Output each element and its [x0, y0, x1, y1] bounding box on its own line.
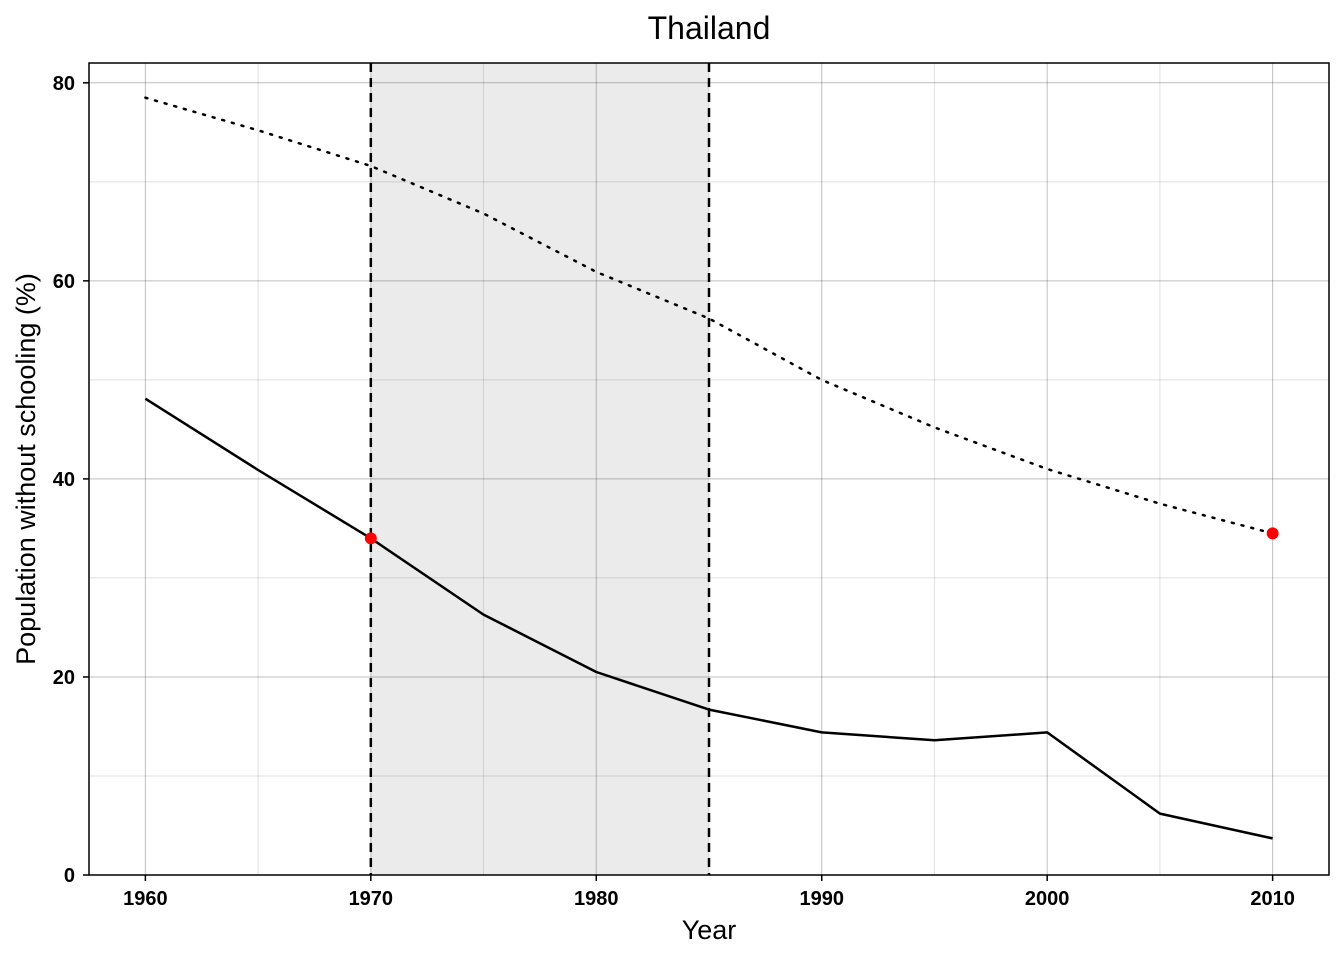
- shaded-region: [370, 63, 709, 875]
- x-tick-label: 1990: [799, 888, 844, 910]
- x-tick-label: 2000: [1025, 888, 1070, 910]
- series-line-solid: [144, 397, 1273, 840]
- shaded-region-layer: [370, 63, 709, 875]
- x-axis-title: Year: [682, 915, 737, 945]
- highlight-point: [364, 532, 377, 545]
- data-layer: [144, 63, 1279, 875]
- y-axis-title: Population without schooling (%): [11, 273, 41, 665]
- x-tick-label: 1970: [349, 888, 394, 910]
- x-tick-label: 1980: [574, 888, 619, 910]
- y-tick-label: 60: [53, 271, 75, 293]
- plot-border: [88, 62, 1330, 876]
- y-tick-label: 40: [53, 469, 75, 491]
- x-tick-label: 1960: [123, 888, 168, 910]
- axis-layer: 1960 1970 1980 1990 2000 2010 0 20 40 60 80: [53, 62, 1330, 910]
- x-tick-label: 2010: [1250, 888, 1295, 910]
- y-tick-label: 80: [53, 73, 75, 95]
- chart-title: Thailand: [648, 10, 771, 46]
- y-tick-label: 0: [64, 865, 75, 887]
- highlight-point: [1266, 527, 1279, 540]
- y-tick-label: 20: [53, 667, 75, 689]
